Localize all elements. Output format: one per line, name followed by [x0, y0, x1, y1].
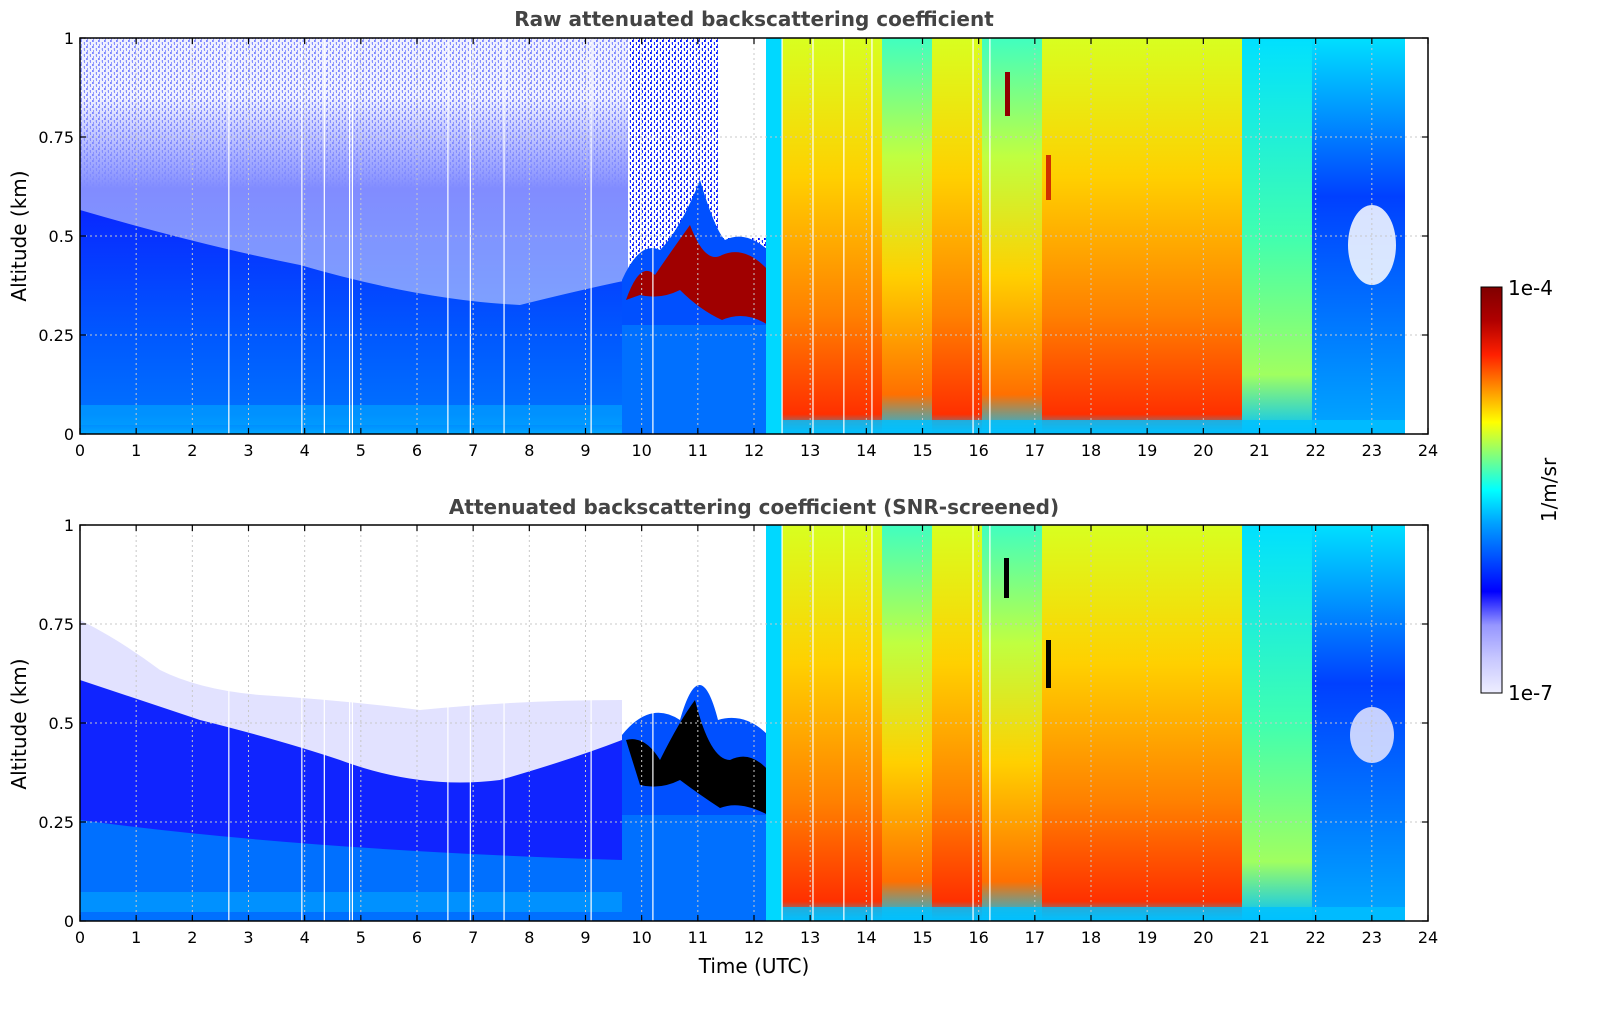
x-tick-label: 7 [468, 441, 478, 460]
x-tick-label: 3 [243, 928, 253, 947]
x-tick-label: 23 [1362, 441, 1382, 460]
colorbar-strip [1480, 286, 1503, 694]
colorbar-max-label: 1e-4 [1508, 276, 1553, 300]
y-tick-label: 0.5 [49, 227, 74, 246]
x-tick-label: 9 [580, 928, 590, 947]
x-tick-label: 24 [1418, 441, 1438, 460]
x-tick-label: 19 [1137, 928, 1157, 947]
colorbar-min-label: 1e-7 [1508, 681, 1553, 705]
x-tick-label: 4 [300, 928, 310, 947]
x-tick-label: 11 [688, 441, 708, 460]
x-tick-label: 8 [524, 928, 534, 947]
panel-title: Attenuated backscattering coefficient (S… [449, 495, 1059, 519]
grid-lines [80, 525, 1428, 921]
colorbar: 1e-4 1e-7 1/m/sr [1480, 276, 1561, 705]
y-tick-label: 0.75 [38, 615, 74, 634]
y-tick-label: 0.75 [38, 128, 74, 147]
panel-title: Raw attenuated backscattering coefficien… [514, 7, 994, 31]
y-axis-label: Altitude (km) [7, 170, 31, 301]
y-tick-label: 0.5 [49, 714, 74, 733]
x-tick-label: 5 [356, 928, 366, 947]
grid-lines [80, 38, 1428, 434]
snr-screened-panel: Attenuated backscattering coefficient (S… [7, 495, 1438, 978]
x-tick-label: 8 [524, 441, 534, 460]
x-tick-label: 10 [631, 441, 651, 460]
x-tick-label: 21 [1249, 928, 1269, 947]
x-tick-label: 3 [243, 441, 253, 460]
x-tick-label: 14 [856, 441, 876, 460]
colorbar-unit-label: 1/m/sr [1537, 457, 1561, 522]
y-tick-label: 0 [64, 912, 74, 931]
x-tick-label: 12 [744, 441, 764, 460]
x-tick-label: 2 [187, 441, 197, 460]
x-tick-label: 9 [580, 441, 590, 460]
y-axis-label: Altitude (km) [7, 658, 31, 789]
x-tick-label: 0 [75, 441, 85, 460]
y-ticks: 0 0.25 0.5 0.75 1 [38, 516, 1428, 931]
x-tick-label: 19 [1137, 441, 1157, 460]
x-tick-label: 13 [800, 441, 820, 460]
raw-backscatter-panel: Raw attenuated backscattering coefficien… [7, 7, 1438, 460]
x-tick-label: 0 [75, 928, 85, 947]
x-tick-label: 17 [1025, 441, 1045, 460]
x-tick-label: 4 [300, 441, 310, 460]
y-tick-label: 1 [64, 516, 74, 535]
x-tick-label: 18 [1081, 928, 1101, 947]
x-tick-label: 16 [968, 441, 988, 460]
x-tick-label: 5 [356, 441, 366, 460]
y-tick-label: 0.25 [38, 326, 74, 345]
y-tick-label: 0.25 [38, 813, 74, 832]
y-tick-label: 0 [64, 425, 74, 444]
x-ticks: 0 1 2 3 4 5 6 7 8 9 10 11 12 13 14 15 16 17 18 19 20 21 22 23 24 [75, 38, 1438, 460]
x-tick-label: 22 [1305, 441, 1325, 460]
x-tick-label: 15 [912, 441, 932, 460]
x-tick-label: 6 [412, 441, 422, 460]
x-tick-label: 1 [131, 928, 141, 947]
x-tick-label: 7 [468, 928, 478, 947]
x-tick-label: 17 [1025, 928, 1045, 947]
x-tick-label: 16 [968, 928, 988, 947]
x-tick-label: 22 [1305, 928, 1325, 947]
y-ticks: 0 0.25 0.5 0.75 1 [38, 29, 1428, 444]
x-tick-label: 2 [187, 928, 197, 947]
x-tick-label: 18 [1081, 441, 1101, 460]
x-tick-label: 21 [1249, 441, 1269, 460]
y-tick-label: 1 [64, 29, 74, 48]
x-tick-label: 23 [1362, 928, 1382, 947]
x-tick-label: 24 [1418, 928, 1438, 947]
x-tick-label: 10 [631, 928, 651, 947]
x-tick-label: 15 [912, 928, 932, 947]
x-tick-label: 11 [688, 928, 708, 947]
x-tick-label: 12 [744, 928, 764, 947]
x-tick-label: 13 [800, 928, 820, 947]
x-ticks: 0 1 2 3 4 5 6 7 8 9 10 11 12 13 14 15 16 17 18 19 20 21 22 23 24 [75, 525, 1438, 947]
x-tick-label: 14 [856, 928, 876, 947]
x-axis-label: Time (UTC) [698, 954, 810, 978]
x-tick-label: 20 [1193, 441, 1213, 460]
x-tick-label: 1 [131, 441, 141, 460]
x-tick-label: 6 [412, 928, 422, 947]
x-tick-label: 20 [1193, 928, 1213, 947]
